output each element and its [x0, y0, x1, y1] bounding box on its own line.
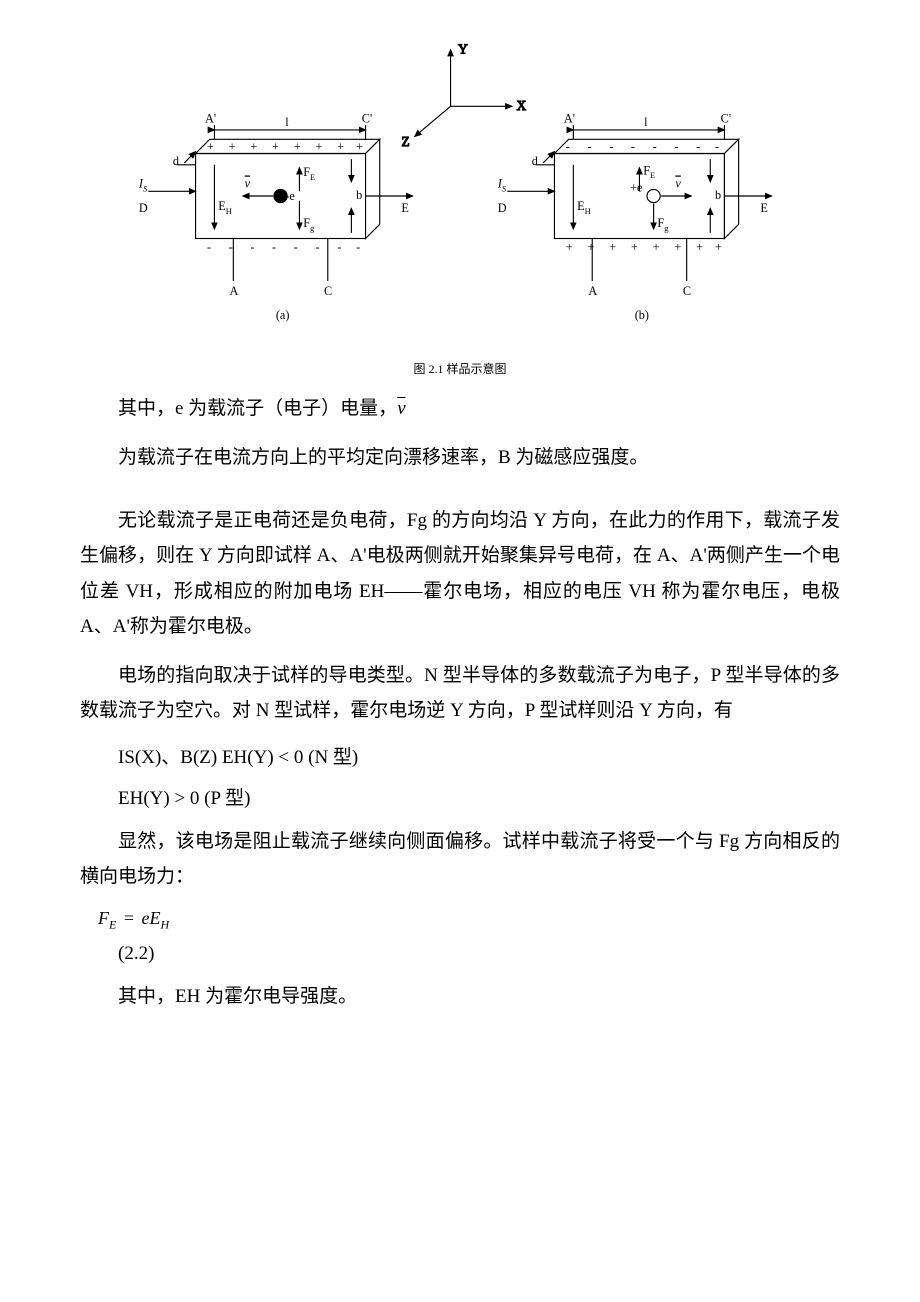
b-charge: +e	[630, 180, 643, 194]
svg-text:-: -	[294, 240, 298, 254]
svg-text:IS: IS	[497, 177, 507, 194]
svg-text:-: -	[272, 240, 276, 254]
para-1b: 为载流子在电流方向上的平均定向漂移速率，B 为磁感应强度。	[80, 440, 840, 475]
svg-text:-: -	[609, 140, 613, 154]
b-D: D	[498, 201, 507, 215]
axes: Y X Z	[401, 41, 526, 149]
b-C: C	[683, 284, 691, 298]
a-D: D	[139, 201, 148, 215]
para-1a-text: 其中，e 为载流子（电子）电量，	[118, 398, 397, 419]
svg-text:-: -	[631, 140, 635, 154]
b-vbar: v	[675, 177, 681, 191]
a-charge: -e	[285, 189, 295, 203]
svg-text:-: -	[696, 140, 700, 154]
b-length-label: l	[644, 115, 648, 129]
figure-2-1: Y X Z + + + + + + + + - - - - - - - - l d A'	[80, 40, 840, 352]
svg-text:-: -	[653, 140, 657, 154]
svg-text:+: +	[272, 140, 279, 154]
svg-text:-: -	[356, 240, 360, 254]
axis-x-label: X	[517, 98, 527, 113]
svg-text:+: +	[356, 140, 363, 154]
svg-text:+: +	[250, 140, 257, 154]
b-top-right: C'	[721, 111, 731, 125]
svg-text:+: +	[631, 240, 638, 254]
eq-E-sub: H	[161, 918, 170, 932]
figure-caption: 图 2.1 样品示意图	[80, 360, 840, 377]
para-5: 其中，EH 为霍尔电导强度。	[80, 979, 840, 1014]
eq-equals: =	[121, 908, 137, 928]
svg-text:-: -	[337, 240, 341, 254]
eq-F-sub: E	[109, 918, 116, 932]
para-3: 电场的指向取决于试样的导电类型。N 型半导体的多数载流子为电子，P 型半导体的多…	[80, 658, 840, 728]
a-b: b	[356, 188, 362, 202]
svg-text:-: -	[715, 140, 719, 154]
b-b: b	[715, 188, 721, 202]
svg-text:+: +	[588, 240, 595, 254]
formula-2: EH(Y) > 0 (P 型)	[80, 783, 840, 810]
b-A: A	[588, 284, 597, 298]
sample-b: - - - - - - - - + + + + + + + + l d A' C' IS D E E…	[497, 111, 772, 321]
b-EH: E	[577, 199, 585, 213]
sample-a: + + + + + + + + - - - - - - - - l d A' C' IS D E E…	[138, 111, 413, 321]
a-panel-label: (a)	[276, 308, 290, 322]
svg-text:+: +	[294, 140, 301, 154]
svg-text:-: -	[207, 240, 211, 254]
a-top-right: C'	[362, 111, 372, 125]
a-E: E	[401, 201, 408, 215]
svg-text:+: +	[674, 240, 681, 254]
svg-text:+: +	[229, 140, 236, 154]
svg-text:-: -	[229, 240, 233, 254]
eq-e: e	[142, 908, 150, 928]
svg-text:+: +	[715, 240, 722, 254]
a-depth-label: d	[173, 154, 179, 168]
svg-text:+: +	[316, 140, 323, 154]
svg-text:-: -	[588, 140, 592, 154]
formula-1: IS(X)、B(Z) EH(Y) < 0 (N 型)	[80, 742, 840, 769]
a-EH: E	[218, 199, 226, 213]
equation-2-2: FE = eEH	[80, 908, 840, 933]
svg-text:+: +	[207, 140, 214, 154]
svg-text:-: -	[566, 140, 570, 154]
svg-text:-: -	[316, 240, 320, 254]
svg-text:IS: IS	[138, 177, 148, 194]
axis-y-label: Y	[458, 41, 468, 56]
b-panel-label: (b)	[635, 308, 649, 322]
a-vbar: v	[245, 177, 251, 191]
svg-text:+: +	[337, 140, 344, 154]
para-1a: 其中，e 为载流子（电子）电量，v	[80, 391, 840, 426]
svg-text:+: +	[696, 240, 703, 254]
equation-number: (2.2)	[80, 943, 840, 965]
a-top-left: A'	[205, 111, 216, 125]
svg-text:+: +	[653, 240, 660, 254]
b-top-left: A'	[564, 111, 575, 125]
a-C: C	[324, 284, 332, 298]
b-E: E	[760, 201, 768, 215]
vbar-inline: v	[397, 398, 405, 419]
figure-svg: Y X Z + + + + + + + + - - - - - - - - l d A'	[120, 40, 800, 352]
b-depth-label: d	[532, 154, 538, 168]
svg-text:-: -	[674, 140, 678, 154]
para-4: 显然，该电场是阻止载流子继续向侧面偏移。试样中载流子将受一个与 Fg 方向相反的…	[80, 824, 840, 894]
eq-F: F	[98, 908, 109, 928]
svg-text:+: +	[566, 240, 573, 254]
a-A: A	[230, 284, 239, 298]
eq-E: E	[150, 908, 161, 928]
para-2: 无论载流子是正电荷还是负电荷，Fg 的方向均沿 Y 方向，在此力的作用下，载流子…	[80, 503, 840, 644]
axis-z-label: Z	[401, 134, 409, 149]
a-length-label: l	[285, 115, 289, 129]
svg-text:+: +	[609, 240, 616, 254]
svg-text:-: -	[250, 240, 254, 254]
